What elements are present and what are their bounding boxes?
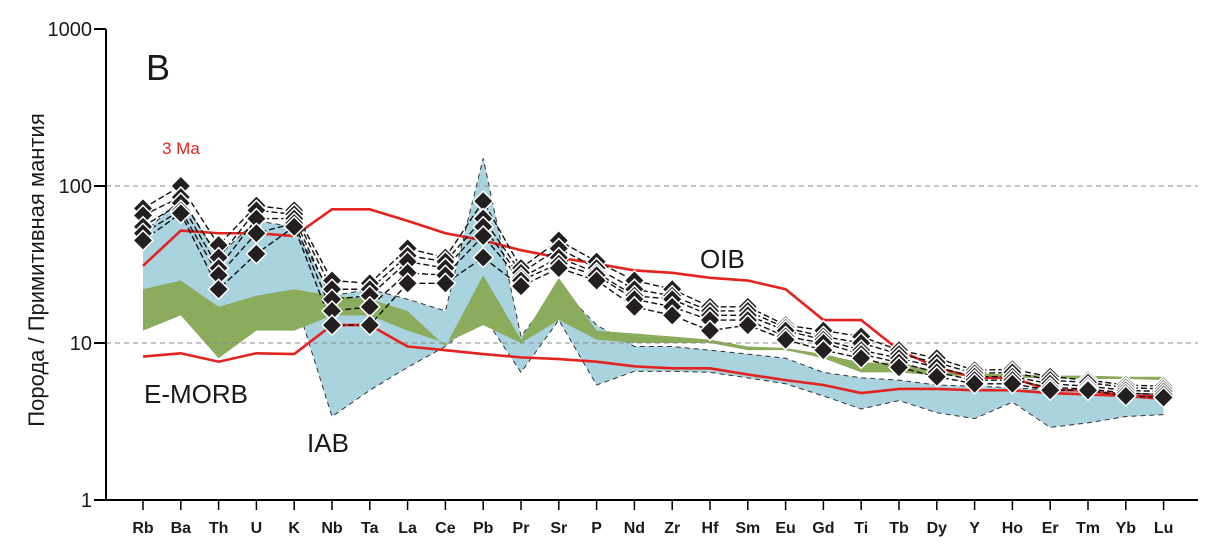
sample-point (774, 328, 797, 351)
field-iab-upper-edge (142, 158, 1164, 395)
reference-lines (142, 208, 1164, 401)
sample-point (963, 372, 986, 395)
x-tick-label: Dy (927, 520, 948, 537)
x-tick-label: Yb (1116, 520, 1137, 537)
y-axis-ticks: 1 10 100 1000 (48, 19, 106, 512)
x-tick-label: Er (1042, 520, 1059, 537)
x-tick-label: Pb (473, 520, 494, 537)
x-tick-label: Tb (889, 520, 909, 537)
refline-e-morb (142, 323, 1164, 398)
sample-point (169, 202, 192, 225)
x-tick-label: Ho (1002, 520, 1024, 537)
sample-series (131, 174, 1175, 409)
sample-point (925, 365, 948, 388)
x-axis-categories: Rb Ba Th U K Nb Ta La Ce Pb Pr Sr P Nd Zr Hf Sm Eu Gd Ti Tb D… (132, 500, 1173, 537)
y-tick-label: 10 (70, 333, 92, 355)
sample-point (1001, 372, 1024, 395)
sample-point (472, 224, 495, 248)
x-tick-label: Ta (361, 520, 379, 537)
y-tick-label: 100 (59, 176, 92, 198)
sample-point (509, 275, 533, 298)
sample-point (434, 272, 457, 295)
iab-annotation: IAB (307, 428, 349, 458)
sample-point (736, 314, 759, 337)
sample-point (320, 314, 344, 337)
x-tick-label: Pr (513, 520, 530, 537)
age-annotation: 3 Ma (162, 139, 200, 158)
sample-line (142, 209, 1164, 396)
sample-point (698, 319, 722, 342)
sample-line (142, 212, 1164, 399)
field-iab-lower-edge (143, 295, 1164, 428)
x-tick-label: La (398, 520, 417, 537)
sample-point (472, 246, 495, 269)
x-tick-label: Hf (702, 520, 720, 537)
sample-point (396, 272, 419, 295)
sample-point (623, 295, 646, 318)
x-tick-label: Tm (1076, 520, 1100, 537)
x-tick-label: Gd (812, 520, 834, 537)
sample-point (661, 304, 684, 327)
refline-oib (142, 208, 1164, 401)
sample-line (142, 201, 1164, 393)
x-tick-label: Sr (550, 520, 567, 537)
x-tick-label: Nb (321, 520, 343, 537)
panel-letter: B (146, 47, 170, 88)
x-tick-label: Ce (435, 520, 456, 537)
sample-point (358, 314, 381, 337)
x-tick-label: Ba (171, 520, 192, 537)
x-tick-label: Eu (775, 520, 795, 537)
x-tick-label: Ti (854, 520, 868, 537)
x-tick-label: U (251, 520, 263, 537)
sample-point (1039, 379, 1062, 402)
sample-point (547, 257, 570, 280)
sample-point (850, 347, 873, 370)
x-tick-label: P (591, 520, 602, 537)
sample-point (887, 356, 911, 379)
x-tick-label: Lu (1154, 520, 1174, 537)
sample-point (283, 215, 306, 238)
x-tick-label: Y (969, 520, 980, 537)
sample-point (131, 229, 155, 252)
sample-point (585, 269, 608, 292)
x-tick-label: K (288, 520, 300, 537)
y-tick-label: 1 (81, 490, 92, 512)
gridlines (106, 185, 1198, 344)
sample-line (142, 185, 1164, 387)
x-tick-label: Nd (624, 520, 645, 537)
fields-layer (142, 158, 1164, 428)
emorb-annotation: E-MORB (144, 379, 248, 409)
y-tick-label: 1000 (48, 19, 93, 41)
sample-point (245, 242, 268, 265)
sample-point (1114, 384, 1137, 408)
sample-point (1152, 386, 1175, 409)
x-tick-label: Rb (132, 520, 154, 537)
oib-annotation: OIB (700, 244, 745, 274)
plot-frame (105, 29, 1198, 501)
x-tick-label: Th (209, 520, 229, 537)
x-tick-label: Sm (735, 520, 760, 537)
sample-line (142, 196, 1164, 390)
sample-point (1076, 379, 1100, 402)
x-tick-label: Zr (664, 520, 680, 537)
field-iab (143, 158, 1164, 428)
sample-point (207, 278, 230, 301)
y-axis-label: Порода / Примитивная мантия (24, 113, 49, 426)
sample-point (812, 339, 835, 362)
